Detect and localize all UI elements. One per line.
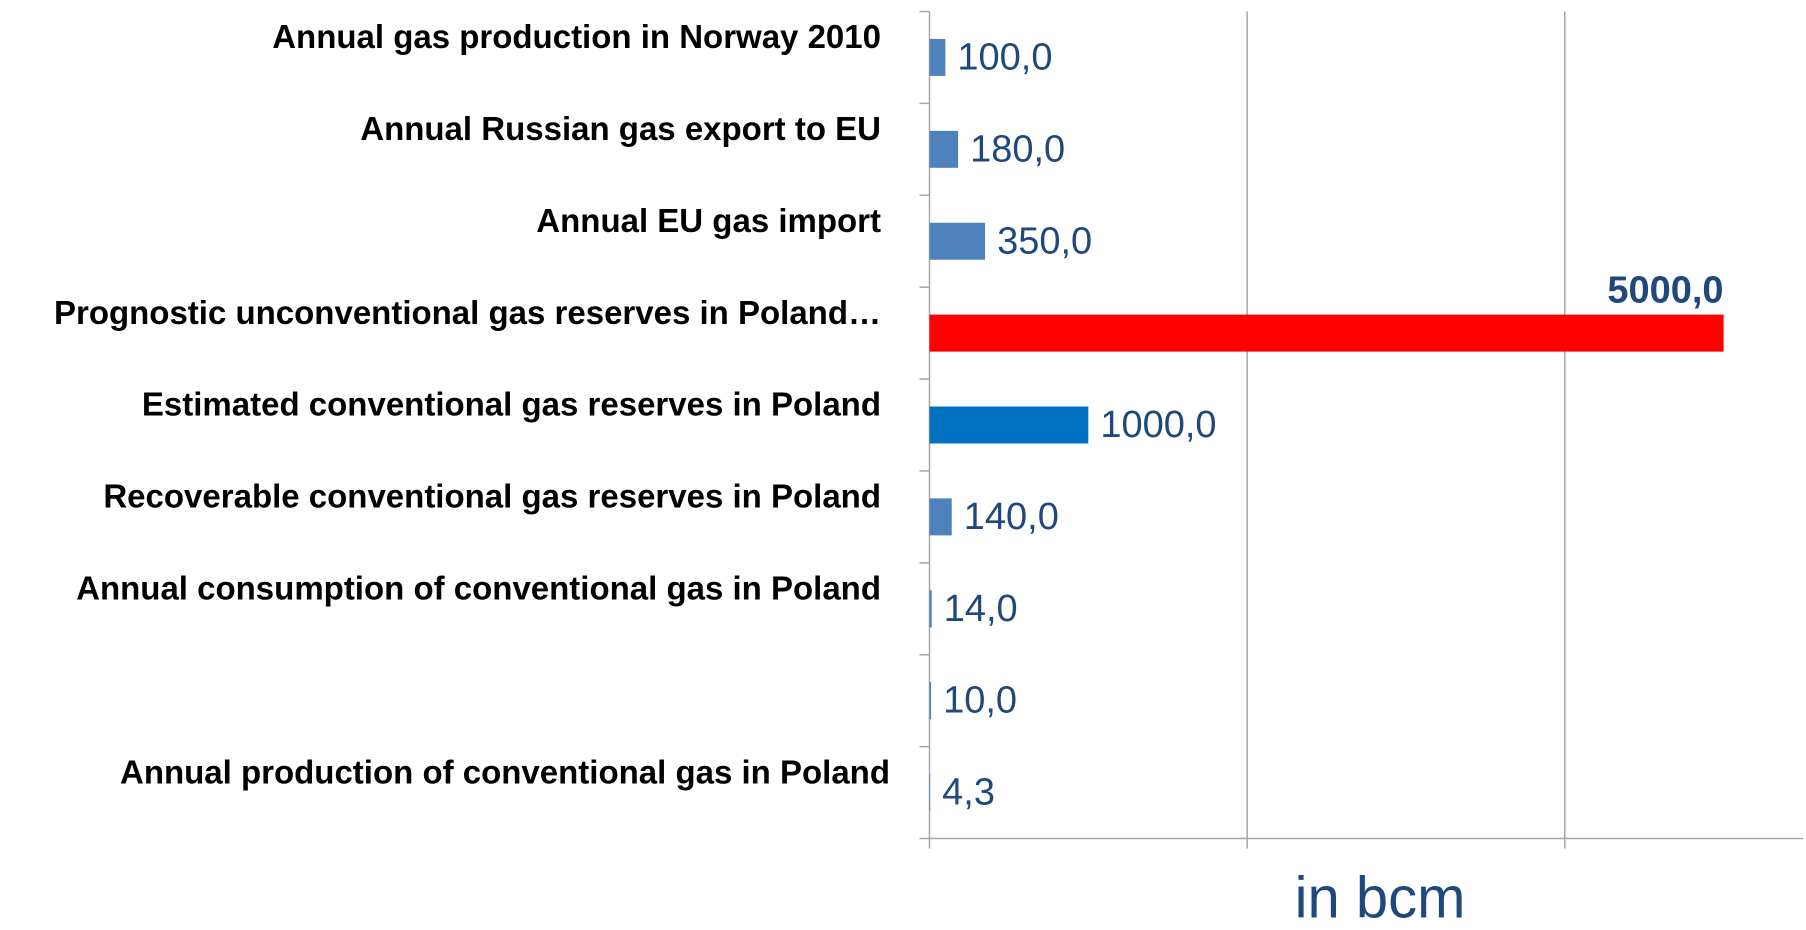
category-label: Annual Russian gas export to EU	[360, 110, 881, 147]
value-label: 4,3	[942, 772, 995, 814]
category-label: Annual gas production in Norway 2010	[272, 18, 881, 55]
x-axis-label: in bcm	[1295, 865, 1466, 930]
value-label: 100,0	[957, 36, 1052, 78]
value-label: 350,0	[997, 220, 1092, 262]
category-label: Recoverable conventional gas reserves in…	[103, 478, 881, 515]
bar	[929, 406, 1089, 444]
value-label: 14,0	[944, 588, 1018, 630]
bar	[929, 590, 932, 628]
value-label: 10,0	[943, 680, 1017, 722]
category-label: Annual EU gas import	[536, 202, 881, 239]
bar	[929, 498, 952, 536]
category-label: Annual production of conventional gas in…	[120, 753, 890, 790]
value-label: 1000,0	[1100, 404, 1216, 446]
category-label: Estimated conventional gas reserves in P…	[142, 386, 881, 423]
value-label: 180,0	[970, 128, 1065, 170]
bar	[929, 38, 946, 76]
value-label: 5000,0	[1607, 270, 1723, 312]
bar	[929, 130, 959, 168]
bar	[929, 682, 932, 720]
value-label: 140,0	[964, 496, 1059, 538]
category-label: Prognostic unconventional gas reserves i…	[54, 294, 881, 331]
bar	[929, 222, 986, 260]
category-label: Annual consumption of conventional gas i…	[76, 569, 881, 606]
bar	[929, 314, 1724, 352]
bar	[929, 774, 931, 812]
